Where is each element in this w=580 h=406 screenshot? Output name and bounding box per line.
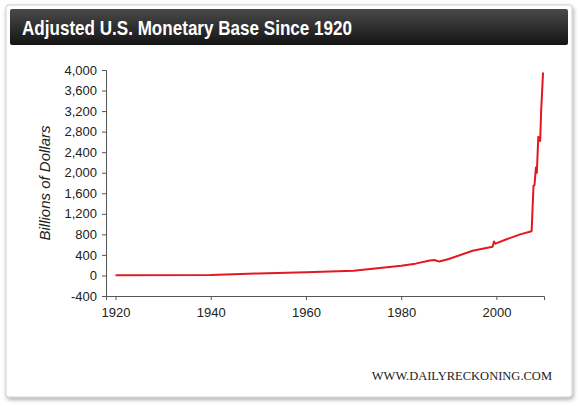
plot-area bbox=[116, 73, 544, 276]
y-tick-label: 1,600 bbox=[64, 186, 97, 201]
card bbox=[6, 5, 572, 397]
y-tick-mark bbox=[102, 173, 106, 174]
y-axis: -400 0 400 800 1,200 1,600 2,000 2,400 2,800 3,20… bbox=[64, 63, 106, 304]
source: WWW.DAILYRECKONING.COM bbox=[372, 369, 552, 383]
x-tick: 1940 bbox=[197, 296, 226, 320]
x-tick-label: 2000 bbox=[482, 305, 511, 320]
x-axis-line bbox=[107, 297, 545, 301]
y-tick-mark bbox=[102, 70, 106, 71]
x-tick: 1980 bbox=[387, 296, 416, 320]
y-tick: 0 bbox=[90, 268, 106, 283]
y-tick: 3,200 bbox=[64, 104, 106, 119]
y-tick-label: 2,400 bbox=[64, 145, 97, 160]
y-tick-label: 800 bbox=[75, 227, 97, 242]
series-line bbox=[116, 73, 544, 276]
y-tick: 2,400 bbox=[64, 145, 106, 160]
chart: Adjusted U.S. Monetary Base Since 1920 -4… bbox=[0, 0, 580, 406]
y-tick-label: 2,000 bbox=[64, 165, 97, 180]
y-tick: 4,000 bbox=[64, 63, 106, 78]
header-bar bbox=[10, 9, 568, 45]
x-axis: 1920 1940 1960 1980 2000 bbox=[102, 296, 545, 320]
y-tick-label: -400 bbox=[71, 289, 97, 304]
x-tick: 1960 bbox=[292, 296, 321, 320]
y-tick: 2,800 bbox=[64, 124, 106, 139]
x-tick-label: 1960 bbox=[292, 305, 321, 320]
y-tick-label: 400 bbox=[75, 248, 97, 263]
y-tick-mark bbox=[102, 193, 106, 194]
y-tick: 3,600 bbox=[64, 83, 106, 98]
y-tick-label: 1,200 bbox=[64, 206, 97, 221]
x-tick-mark bbox=[401, 296, 402, 300]
x-tick-mark bbox=[116, 296, 117, 300]
y-tick: 1,600 bbox=[64, 186, 106, 201]
x-tick: 2000 bbox=[482, 296, 511, 320]
x-tick-mark bbox=[496, 296, 497, 300]
y-tick-mark bbox=[102, 214, 106, 215]
x-tick-label: 1920 bbox=[102, 305, 131, 320]
y-axis-title: Billions of Dollars bbox=[36, 125, 53, 241]
y-tick-mark bbox=[102, 275, 106, 276]
x-tick-label: 1980 bbox=[387, 305, 416, 320]
x-tick-label: 1940 bbox=[197, 305, 226, 320]
y-tick: -400 bbox=[71, 289, 106, 304]
y-tick-mark bbox=[102, 152, 106, 153]
y-tick-label: 0 bbox=[90, 268, 97, 283]
y-tick: 2,000 bbox=[64, 165, 106, 180]
y-tick-mark bbox=[102, 132, 106, 133]
y-tick-label: 3,600 bbox=[64, 83, 97, 98]
x-tick-mark bbox=[306, 296, 307, 300]
title: Adjusted U.S. Monetary Base Since 1920 bbox=[22, 16, 352, 39]
y-tick-label: 2,800 bbox=[64, 124, 97, 139]
y-tick-mark bbox=[102, 255, 106, 256]
y-tick: 800 bbox=[75, 227, 106, 242]
y-axis-line bbox=[102, 71, 107, 297]
y-tick: 1,200 bbox=[64, 206, 106, 221]
y-tick-label: 3,200 bbox=[64, 104, 97, 119]
x-tick: 1920 bbox=[102, 296, 131, 320]
y-tick-mark bbox=[102, 91, 106, 92]
x-tick-mark bbox=[211, 296, 212, 300]
y-tick-mark bbox=[102, 111, 106, 112]
y-tick: 400 bbox=[75, 248, 106, 263]
y-tick-mark bbox=[102, 234, 106, 235]
y-tick-mark bbox=[102, 296, 106, 297]
y-tick-label: 4,000 bbox=[64, 63, 97, 78]
